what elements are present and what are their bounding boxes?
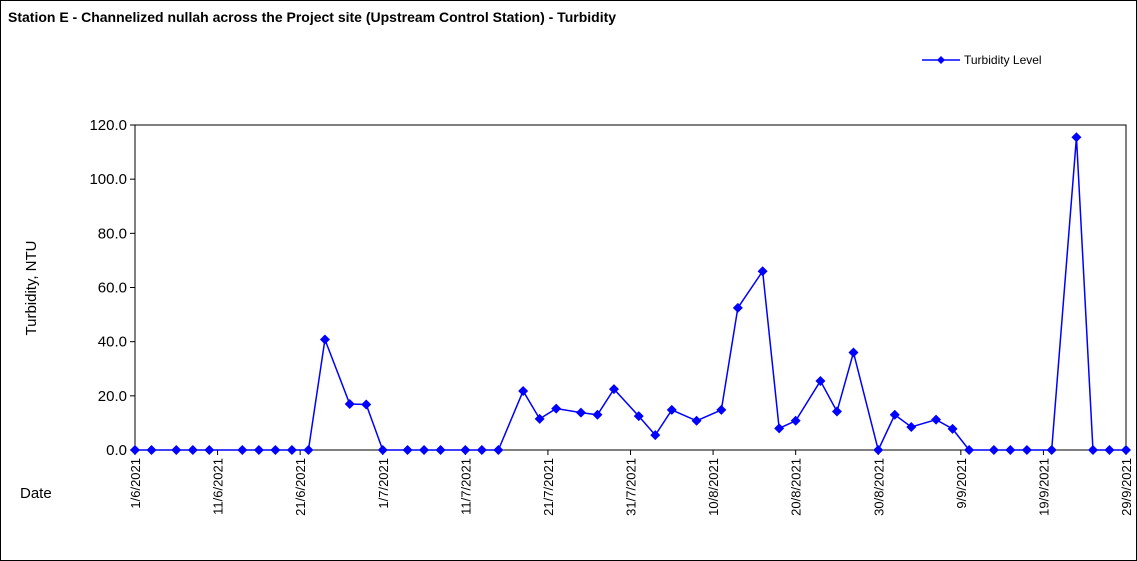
y-tick-label: 40.0 [98,334,127,351]
data-point [493,445,504,455]
x-tick-label: 1/6/2021 [128,458,143,509]
data-point [435,445,446,455]
data-point [757,266,768,277]
data-point [270,445,281,455]
data-point [964,445,975,455]
x-tick-label: 1/7/2021 [376,458,391,509]
data-point [237,445,248,455]
data-point [732,302,743,313]
y-tick-label: 0.0 [106,442,127,459]
data-point [691,415,702,426]
x-axis-label: Date [20,485,52,502]
data-point [1104,445,1115,455]
x-tick-label: 9/9/2021 [954,458,969,509]
y-tick-label: 100.0 [89,171,127,188]
x-tick-label: 21/7/2021 [541,458,556,516]
data-point [988,445,999,455]
data-point [575,407,586,418]
data-point [790,415,801,426]
data-point [319,334,330,345]
data-point [1005,445,1016,455]
chart-title: Station E - Channelized nullah across th… [8,9,616,25]
legend-marker [937,56,945,64]
x-tick-label: 11/6/2021 [211,458,226,515]
data-point [187,445,198,455]
data-point [873,445,884,455]
x-tick-label: 20/8/2021 [789,458,804,516]
data-point [931,414,942,425]
data-point [889,409,900,420]
data-point [774,423,785,434]
data-point [1021,445,1032,455]
data-point [1071,132,1082,143]
data-point [815,375,826,386]
data-point [633,411,644,422]
data-point [303,445,314,455]
data-point [476,445,487,455]
data-point [1087,445,1098,455]
data-point [1121,445,1131,455]
data-point [419,445,430,455]
data-point [608,384,619,395]
y-tick-label: 60.0 [98,280,127,297]
data-point [831,406,842,417]
x-tick-label: 29/9/2021 [1119,458,1134,516]
data-point [1046,445,1057,455]
data-point [848,347,859,358]
data-point [666,404,677,415]
data-point [361,399,372,410]
x-tick-label: 31/7/2021 [624,458,639,516]
x-tick-label: 11/7/2021 [458,458,473,515]
y-tick-label: 80.0 [98,225,127,242]
data-point [906,421,917,432]
x-tick-label: 21/6/2021 [293,458,308,516]
data-point [130,445,140,455]
x-tick-label: 19/9/2021 [1036,458,1051,516]
data-point [460,445,471,455]
data-point [518,385,529,396]
data-point [171,445,182,455]
data-point [551,403,562,414]
data-point [716,404,727,415]
legend-label: Turbidity Level [964,53,1042,67]
data-point [344,398,355,409]
y-tick-label: 20.0 [98,388,127,405]
data-point [204,445,215,455]
x-tick-label: 10/8/2021 [706,458,721,516]
data-point [146,445,157,455]
data-point [650,430,661,441]
y-tick-label: 120.0 [89,117,127,134]
data-point [402,445,413,455]
data-point [286,445,297,455]
y-axis-label: Turbidity, NTU [23,240,40,335]
data-point [534,413,545,424]
x-tick-label: 30/8/2021 [871,458,886,516]
series-line [135,137,1126,453]
data-point [377,445,388,455]
data-point [253,445,264,455]
data-point [947,423,958,434]
data-point [592,409,603,420]
